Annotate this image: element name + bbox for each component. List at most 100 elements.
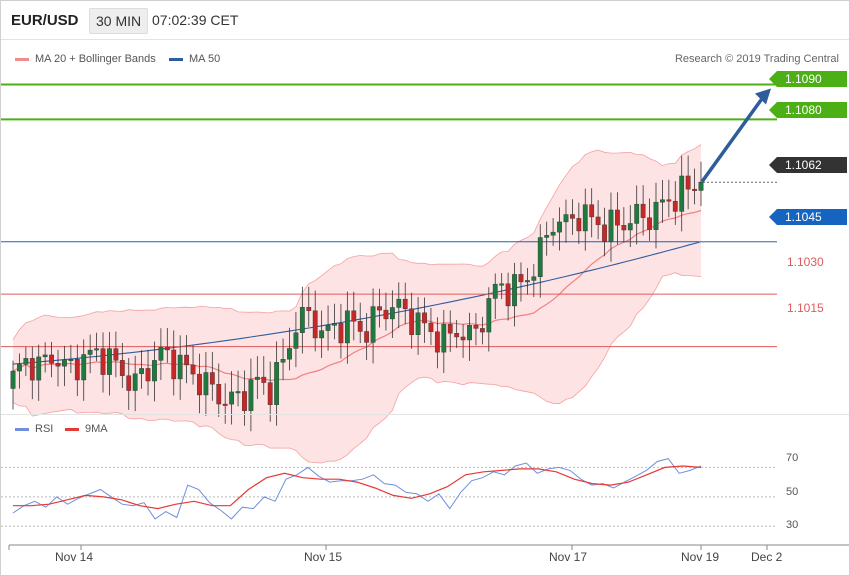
candle-body xyxy=(126,375,132,391)
candle-body xyxy=(602,224,607,242)
candle-body xyxy=(518,274,524,283)
rsi-legend-label: RSI xyxy=(35,423,54,435)
candle-body xyxy=(254,376,260,380)
rsi-tick-50: 50 xyxy=(786,486,799,498)
candle-body xyxy=(512,274,517,307)
candle-body xyxy=(49,354,54,364)
candle-body xyxy=(589,204,595,218)
candle-body xyxy=(113,348,119,361)
candle-body xyxy=(42,354,48,358)
candle-body xyxy=(505,283,511,307)
bollinger-lower-line xyxy=(12,272,702,464)
candle-body xyxy=(36,356,42,381)
candle-body xyxy=(692,188,697,191)
candle-body xyxy=(467,325,472,341)
candle-body xyxy=(197,373,202,396)
candle-body xyxy=(422,312,427,324)
candle-body xyxy=(132,373,138,391)
candle-body xyxy=(370,306,376,343)
candle-body xyxy=(190,364,196,375)
support-label-1: 1.1030 xyxy=(787,255,824,269)
candle-body xyxy=(647,217,652,230)
target-price-2: 1.1080 xyxy=(785,103,822,117)
candle-body xyxy=(666,199,672,202)
x-tick-nov15: Nov 15 xyxy=(304,550,343,564)
candle-body xyxy=(396,298,402,308)
candle-body xyxy=(23,358,29,365)
candle-body xyxy=(454,333,460,338)
rsi-tick-30: 30 xyxy=(786,519,799,531)
bollinger-legend-label: MA 20 + Bollinger Bands xyxy=(35,53,156,65)
candle-body xyxy=(447,323,453,334)
candle-body xyxy=(615,209,620,226)
timeframe-button[interactable]: 30 MIN xyxy=(89,8,149,34)
candle-body xyxy=(267,382,273,405)
candle-body xyxy=(325,325,331,331)
x-tick-dec2: Dec 2 xyxy=(751,550,783,564)
candle-body xyxy=(62,359,67,367)
candle-body xyxy=(377,306,382,311)
candle-body xyxy=(473,325,479,329)
candle-body xyxy=(171,349,177,380)
candle-body xyxy=(357,321,363,332)
candle-body xyxy=(306,307,312,311)
candle-body xyxy=(81,354,87,381)
projection-arrow-head xyxy=(755,88,771,105)
candle-body xyxy=(248,379,254,411)
candle-body xyxy=(261,376,267,383)
clock-display: 07:02:39 CET xyxy=(152,12,239,28)
candle-body xyxy=(10,370,16,389)
ma20-line xyxy=(12,209,702,382)
ma9-legend-label: 9MA xyxy=(85,423,108,435)
candle-body xyxy=(492,283,498,299)
candle-body xyxy=(68,358,74,361)
candle-body xyxy=(100,348,106,375)
bollinger-band-area xyxy=(13,144,701,463)
legend-bollinger: MA 20 + Bollinger Bands xyxy=(15,53,156,65)
support-label-2: 1.1015 xyxy=(787,301,824,315)
legend-ma50: MA 50 xyxy=(169,53,220,65)
x-tick-nov14: Nov 14 xyxy=(55,550,94,564)
candle-body xyxy=(653,201,659,230)
pivot-price: 1.1045 xyxy=(785,210,822,224)
candle-body xyxy=(621,224,627,231)
candle-body xyxy=(608,209,614,242)
candle-body xyxy=(17,364,22,372)
last-price-tag: 1.1062 xyxy=(769,157,847,173)
candle-body xyxy=(55,363,61,367)
candle-body xyxy=(685,175,691,190)
candle-body xyxy=(209,372,215,385)
rsi-swatch xyxy=(15,427,29,431)
candle-body xyxy=(94,348,99,351)
candle-body xyxy=(203,372,209,396)
candle-body xyxy=(364,331,370,343)
x-tick-nov19: Nov 19 xyxy=(681,550,720,564)
candle-body xyxy=(595,216,601,226)
target-tag-2: 1.1080 xyxy=(769,102,847,118)
candle-body xyxy=(222,403,228,406)
target-price-1: 1.1090 xyxy=(785,72,822,86)
candle-body xyxy=(383,309,389,320)
candle-body xyxy=(177,354,183,380)
header-divider xyxy=(1,39,849,40)
candle-body xyxy=(582,204,588,232)
candle-body xyxy=(531,276,537,281)
candle-body xyxy=(74,358,80,381)
candle-body xyxy=(441,323,447,353)
candle-body xyxy=(152,360,157,382)
candle-body xyxy=(158,347,164,361)
candle-body xyxy=(287,348,292,360)
bollinger-upper-line xyxy=(12,144,702,340)
legend-rsi: RSI xyxy=(15,423,53,435)
candle-body xyxy=(293,332,299,349)
candle-body xyxy=(550,231,556,236)
target-tag-1: 1.1090 xyxy=(769,71,847,87)
ma50-line xyxy=(12,241,702,365)
copyright-notice: Research © 2019 Trading Central xyxy=(674,53,839,65)
candle-body xyxy=(415,312,421,335)
last-price: 1.1062 xyxy=(785,158,822,172)
candle-body xyxy=(235,391,241,394)
candle-body xyxy=(338,323,344,344)
